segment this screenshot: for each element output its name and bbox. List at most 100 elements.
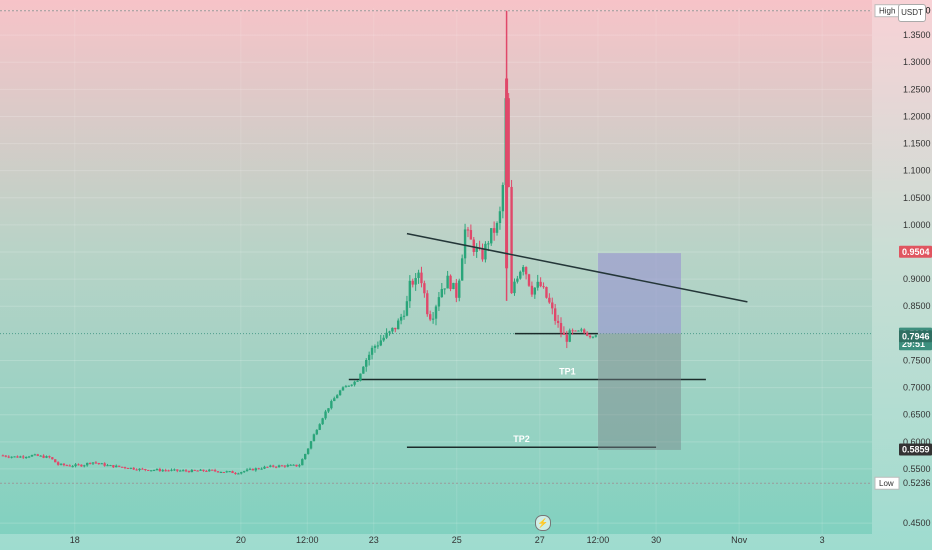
- candle-body: [222, 472, 226, 474]
- candle-body: [109, 465, 112, 467]
- x-tick-label: 18: [70, 535, 80, 545]
- target-zone-box[interactable]: [597, 253, 681, 334]
- time-axis-panel[interactable]: [0, 534, 872, 550]
- candle-body: [129, 467, 132, 469]
- countdown-tag: 29:51: [902, 339, 925, 349]
- candle-body: [149, 470, 153, 472]
- candle-body: [161, 470, 164, 472]
- candle-body: [519, 271, 522, 279]
- low-marker-box: [874, 476, 900, 490]
- candle-body: [132, 467, 135, 470]
- candle-body: [155, 469, 159, 471]
- y-tick-label: 1.1000: [903, 166, 931, 176]
- price-tag-0-5859-box: [899, 443, 932, 456]
- candle-body: [370, 347, 374, 355]
- candle-body: [117, 465, 121, 467]
- resistance-trendline[interactable]: [406, 232, 748, 303]
- candle-body: [460, 258, 464, 281]
- candle-body: [449, 275, 452, 290]
- currency-badge[interactable]: USDT: [898, 4, 926, 22]
- tp2-label: TP2: [513, 434, 530, 444]
- candle-body: [141, 468, 144, 470]
- y-tick-label: 1.2000: [903, 111, 931, 121]
- bolt-icon[interactable]: ⚡: [535, 515, 551, 531]
- candle-body: [283, 465, 287, 467]
- candle-body: [280, 465, 284, 467]
- candle-body: [315, 429, 319, 435]
- candle-body: [97, 463, 101, 465]
- candle-body: [373, 346, 377, 348]
- candle-body: [385, 332, 388, 338]
- candle-body: [574, 330, 577, 332]
- candle-body: [123, 467, 127, 469]
- candle-body: [176, 469, 179, 471]
- candle-body: [397, 320, 400, 330]
- candle-body: [213, 470, 217, 472]
- x-tick-label: 20: [236, 535, 246, 545]
- candle-body: [388, 331, 391, 333]
- candle-body: [426, 293, 429, 315]
- candle-body: [362, 366, 365, 374]
- y-tick-label: 0.8500: [903, 301, 931, 311]
- candle-body: [507, 98, 510, 187]
- candle-body: [7, 456, 10, 458]
- candle-body: [120, 466, 124, 468]
- candle-body: [106, 465, 109, 467]
- tp1-label: TP1: [559, 366, 576, 376]
- candle-body: [240, 472, 243, 474]
- candle-body: [173, 469, 176, 471]
- candle-body: [530, 285, 534, 295]
- candle-body: [324, 411, 327, 419]
- candle-body: [527, 274, 531, 286]
- candle-body: [594, 335, 598, 337]
- candle-body: [56, 462, 60, 465]
- candle-body: [580, 329, 583, 331]
- candle-body: [484, 243, 487, 260]
- candle-body: [257, 468, 260, 470]
- y-tick-label: 1.2500: [903, 84, 931, 94]
- candle-body: [45, 456, 48, 458]
- candle-body: [190, 469, 194, 473]
- candle-body: [568, 330, 571, 342]
- candle-body: [309, 441, 313, 449]
- candle-body: [179, 470, 182, 472]
- candle-body: [327, 408, 330, 412]
- candle-body: [202, 469, 205, 471]
- price-axis-panel[interactable]: [872, 0, 932, 550]
- candle-body: [539, 281, 542, 287]
- candle-body: [376, 345, 380, 347]
- candle-body: [263, 466, 266, 469]
- candle-body: [542, 286, 545, 288]
- candle-body: [208, 469, 211, 472]
- candle-body: [254, 468, 257, 471]
- y-tick-label: 1.0000: [903, 220, 931, 230]
- candle-body: [86, 462, 89, 466]
- candle-body: [126, 468, 130, 470]
- candle-body: [135, 469, 138, 471]
- y-tick-label: 0.4500: [903, 518, 931, 528]
- candle-body: [266, 466, 269, 468]
- candle-body: [187, 471, 191, 473]
- candle-body: [199, 469, 202, 471]
- y-tick-label: 1.0500: [903, 193, 931, 203]
- candle-body: [269, 465, 272, 467]
- y-tick-label: 1.1500: [903, 139, 931, 149]
- candle-body: [181, 470, 185, 472]
- candle-body: [295, 464, 298, 467]
- candle-body: [367, 354, 371, 361]
- y-tick-label: 1.3500: [903, 30, 931, 40]
- candle-body: [234, 473, 237, 475]
- candle-body: [394, 327, 397, 330]
- candle-body: [231, 471, 234, 474]
- candle-body: [77, 464, 80, 466]
- low-marker-label: Low: [879, 479, 894, 488]
- y-tick-label: 0.6500: [903, 410, 931, 420]
- stop-zone-box[interactable]: [597, 333, 681, 450]
- candle-body: [219, 472, 223, 474]
- candle-body: [492, 228, 496, 233]
- candle-body: [536, 281, 539, 288]
- candle-body: [4, 455, 8, 457]
